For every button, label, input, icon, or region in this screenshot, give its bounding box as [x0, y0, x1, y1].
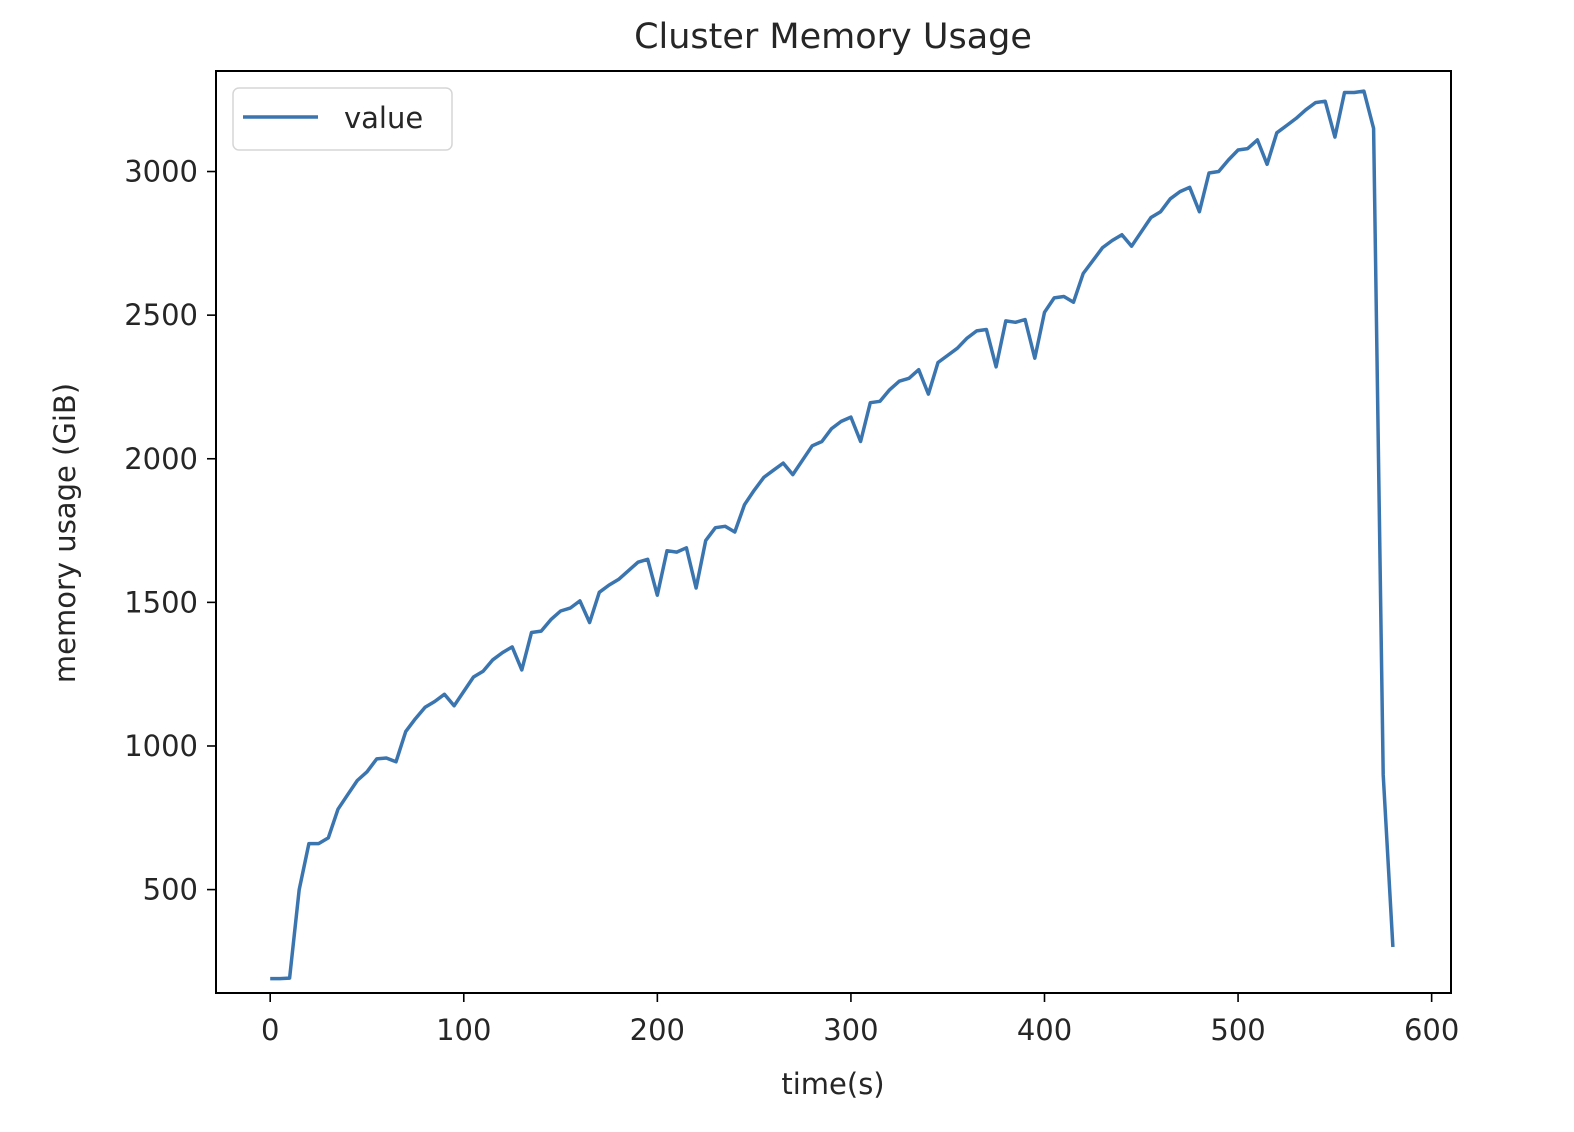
x-tick-label: 500: [1210, 1013, 1265, 1047]
x-axis: 0 100 200 300 400 500 600: [261, 993, 1459, 1047]
chart-title: Cluster Memory Usage: [634, 17, 1032, 57]
series-layer: [270, 89, 1395, 981]
x-tick-label: 200: [630, 1013, 685, 1047]
x-tick-label: 600: [1404, 1013, 1459, 1047]
y-axis: 500 1000 1500 2000 2500 3000: [124, 155, 216, 907]
x-tick-label: 400: [1017, 1013, 1072, 1047]
legend-box: [232, 87, 453, 151]
y-tick-label: 3000: [124, 155, 198, 189]
y-tick-label: 500: [143, 873, 198, 907]
legend-label: value: [344, 101, 423, 135]
y-tick-label: 1500: [124, 585, 198, 619]
x-axis-title: time(s): [781, 1067, 884, 1101]
plot-area: [215, 70, 1452, 994]
x-tick-label: 100: [436, 1013, 491, 1047]
y-tick-label: 2000: [124, 442, 198, 476]
y-axis-title: memory usage (GiB): [48, 383, 82, 683]
y-tick-label: 2500: [124, 298, 198, 332]
x-tick-label: 300: [823, 1013, 878, 1047]
legend: value: [232, 87, 453, 151]
x-tick-label: 0: [261, 1013, 279, 1047]
series-line-value: [270, 89, 1395, 981]
plot-frame: [215, 70, 1452, 994]
y-tick-label: 1000: [124, 729, 198, 763]
